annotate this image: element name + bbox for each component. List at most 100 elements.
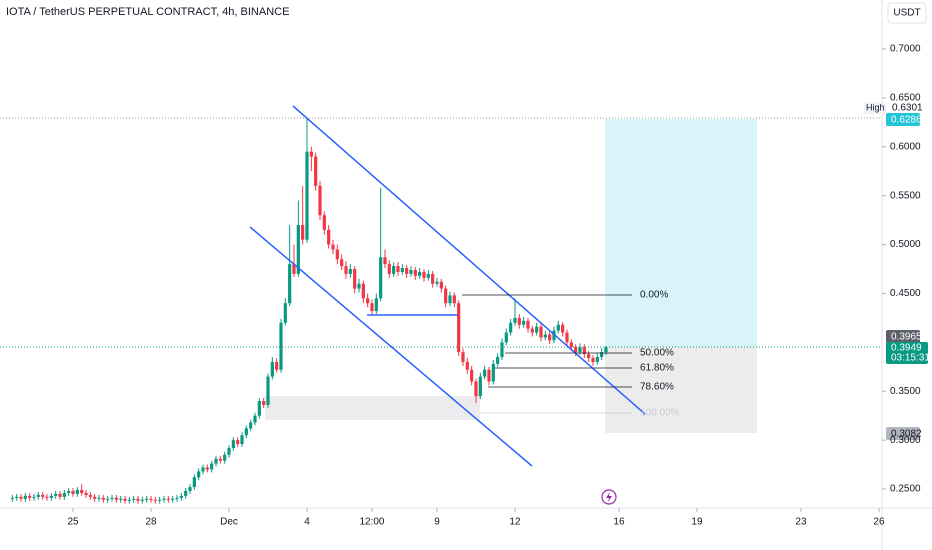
candle-body — [262, 401, 266, 405]
candle-body — [149, 498, 153, 500]
candle-body — [582, 347, 586, 355]
candle-body — [140, 499, 144, 501]
candle-body — [318, 185, 322, 216]
candle-body — [478, 376, 482, 397]
event-icon-bolt — [606, 492, 612, 502]
candle-body — [600, 352, 604, 358]
candle-body — [10, 497, 14, 499]
candle-body — [28, 495, 32, 498]
candle-body — [23, 495, 27, 499]
candle-body — [75, 490, 79, 494]
candle-body — [123, 498, 127, 501]
candle-body — [58, 493, 62, 497]
candle-body — [197, 471, 201, 478]
candle-body — [205, 467, 209, 470]
demand-zone — [265, 396, 480, 420]
candle-body — [331, 244, 335, 250]
candle-body — [257, 401, 261, 416]
candle-body — [231, 440, 235, 448]
candle-body — [80, 490, 84, 493]
fib-label: 61.80% — [640, 363, 674, 374]
candle-body — [578, 347, 582, 353]
candle-body — [457, 303, 461, 353]
candle-body — [305, 151, 309, 240]
candle-body — [535, 326, 539, 333]
y-tick-label: 0.2500 — [890, 484, 921, 495]
candle-body — [114, 497, 118, 500]
candle-body — [526, 320, 530, 329]
x-tick-label: 25 — [67, 517, 79, 528]
last-price-box — [886, 342, 928, 364]
currency-button[interactable] — [887, 2, 927, 24]
candle-body — [561, 324, 565, 333]
target-box — [886, 113, 920, 126]
candle-body — [275, 361, 279, 370]
candle-body — [88, 494, 92, 497]
candle-body — [500, 342, 504, 358]
y-tick-label: 0.5500 — [890, 190, 921, 201]
candle-body — [539, 326, 543, 338]
candle-body — [223, 454, 227, 461]
candle-body — [591, 357, 595, 362]
candle-body — [210, 463, 214, 470]
candle-body — [301, 225, 305, 240]
last-high-box — [886, 330, 920, 343]
stop-price: 0.3082 — [891, 429, 922, 440]
candle-body — [45, 496, 49, 498]
y-tick-label: 0.3500 — [890, 386, 921, 397]
candle-body — [244, 428, 248, 436]
candle-body — [49, 495, 53, 498]
candle-body — [565, 332, 569, 343]
stop-zone — [605, 347, 757, 433]
candle-body — [153, 499, 157, 501]
candle-body — [487, 369, 491, 382]
candle-body — [270, 361, 274, 377]
candle-body — [236, 440, 240, 445]
channel-upper — [292, 105, 646, 415]
candle-body — [127, 499, 131, 501]
candle-body — [288, 264, 292, 304]
x-tick-label: 12:00 — [359, 517, 384, 528]
target-zone — [605, 119, 757, 347]
high-price: 0.6301 — [892, 103, 923, 114]
candle-body — [392, 266, 396, 274]
candle-body — [357, 283, 361, 289]
candle-body — [67, 490, 71, 493]
candle-body — [344, 266, 348, 274]
high-caption-box — [864, 102, 886, 114]
fib-levels — [462, 294, 632, 414]
candle-body — [266, 376, 270, 405]
x-tick-label: 4 — [304, 517, 310, 528]
candle-body — [595, 357, 599, 362]
candle-body — [530, 328, 534, 333]
candle-body — [62, 492, 66, 497]
candle-body — [409, 269, 413, 274]
candle-body — [552, 330, 556, 341]
candle-body — [383, 257, 387, 265]
event-icon[interactable] — [601, 489, 617, 505]
last-price: 0.3949 — [891, 343, 922, 354]
candle-body — [296, 225, 300, 274]
candle-body — [106, 498, 110, 500]
high-caption: High — [866, 102, 885, 112]
candle-body — [483, 369, 487, 377]
candle-body — [335, 249, 339, 260]
y-tick-label: 0.6000 — [890, 141, 921, 152]
candle-body — [54, 493, 58, 496]
x-tick-label: Dec — [220, 517, 238, 528]
candle-body — [569, 342, 573, 348]
y-tick-label: 0.6500 — [890, 93, 921, 104]
candle-body — [214, 458, 218, 464]
candle-body — [556, 324, 560, 331]
candle-body — [227, 447, 231, 455]
y-tick-label: 0.7000 — [890, 44, 921, 55]
candle-body — [405, 268, 409, 274]
candle-body — [370, 303, 374, 312]
candle-body — [340, 259, 344, 267]
currency: USDT — [893, 8, 920, 19]
candle-body — [166, 498, 170, 500]
candle-body — [283, 303, 287, 323]
fib-label: 100.00% — [640, 408, 680, 419]
candle-body — [431, 273, 435, 284]
candle-body — [175, 497, 179, 499]
